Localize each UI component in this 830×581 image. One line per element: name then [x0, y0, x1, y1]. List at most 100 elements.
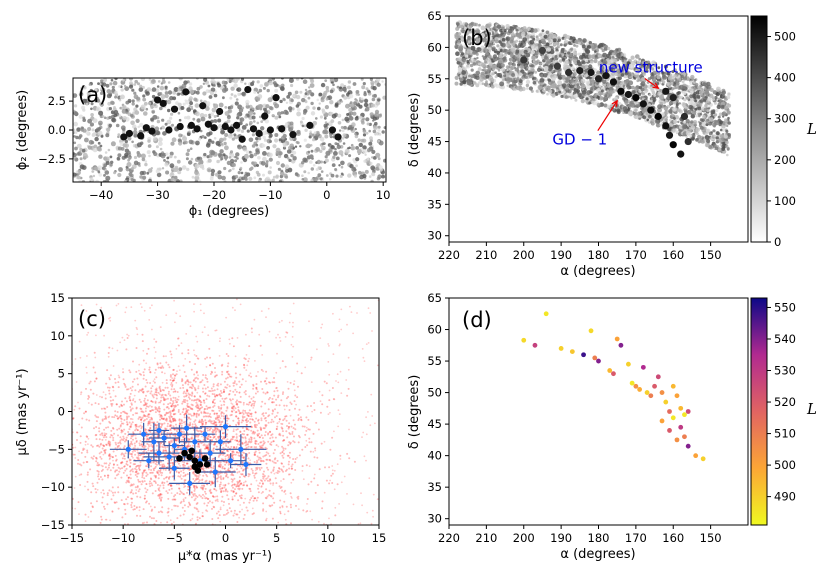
- panel-c-bg-point: [170, 388, 173, 391]
- panel-a-bg-point: [377, 98, 381, 102]
- panel-a-stream-point: [328, 126, 337, 134]
- panel-a-bg-point: [350, 103, 355, 108]
- panel-b-bg-point: [558, 90, 562, 94]
- panel-c-bg-point: [86, 451, 89, 454]
- panel-a-bg-point: [370, 165, 376, 171]
- panel-c-bg-point: [218, 483, 221, 486]
- panel-c-bg-point: [239, 386, 242, 389]
- panel-b-bg-point: [644, 90, 648, 94]
- panel-a-bg-point: [78, 179, 82, 182]
- panel-b-bg-point: [675, 104, 679, 107]
- panel-a-bg-point: [355, 164, 358, 168]
- panel-b-bg-point: [459, 77, 464, 82]
- panel-c-bg-point: [236, 480, 239, 483]
- panel-c-bg-point: [105, 432, 108, 435]
- panel-b-bg-point: [523, 43, 527, 47]
- panel-a-bg-point: [210, 87, 216, 93]
- panel-c-bg-point: [138, 488, 141, 491]
- panel-a-bg-point: [351, 167, 356, 172]
- panel-a-bg-point: [347, 80, 352, 84]
- panel-a-bg-point: [161, 79, 166, 84]
- panel-a-bg-point: [85, 102, 89, 106]
- panel-a-bg-point: [91, 166, 95, 170]
- panel-a-bg-point: [210, 78, 215, 81]
- panel-a-bg-point: [205, 143, 211, 148]
- panel-a-bg-point: [213, 137, 217, 140]
- panel-a-bg-point: [110, 141, 116, 147]
- panel-a-bg-point: [375, 152, 381, 158]
- panel-a-bg-point: [248, 150, 252, 154]
- panel-a-bg-point: [334, 102, 339, 107]
- panel-c-bg-point: [236, 403, 239, 406]
- panel-c-bg-point: [142, 374, 145, 377]
- panel-b-bg-point: [533, 76, 537, 80]
- panel-c-bg-point: [187, 485, 190, 488]
- panel-a-bg-point: [97, 147, 103, 152]
- panel-a-bg-point: [265, 162, 269, 166]
- panel-c-bg-point: [222, 436, 225, 439]
- panel-b-bg-point: [694, 99, 697, 103]
- panel-a-bg-point: [248, 176, 253, 181]
- panel-a-stream-point: [125, 129, 133, 138]
- panel-a-bg-point: [228, 78, 234, 81]
- panel-a-bg-point: [205, 89, 210, 94]
- panel-b-bg-point: [555, 48, 559, 53]
- panel-a-bg-point: [194, 175, 200, 181]
- panel-a-bg-point: [223, 141, 227, 146]
- panel-b-bg-point: [470, 74, 475, 79]
- panel-a-bg-point: [103, 116, 107, 120]
- panel-c-bg-point: [167, 497, 170, 500]
- panel-b-bg-point: [599, 102, 604, 107]
- panel-c-bg-point: [276, 411, 279, 414]
- panel-c-bg-point: [95, 377, 98, 380]
- panel-a-ylabel: ϕ₂ (degrees): [15, 90, 30, 170]
- panel-b-bg-point: [726, 124, 729, 128]
- panel-c-bg-point: [189, 423, 192, 426]
- panel-a-bg-point: [213, 93, 218, 98]
- panel-b-bg-point: [527, 32, 530, 35]
- panel-c-bg-point: [223, 437, 226, 440]
- panel-c-bg-point: [217, 465, 220, 468]
- panel-c-bg-point: [208, 347, 211, 350]
- panel-c-bg-point: [149, 426, 152, 429]
- panel-c-bg-point: [207, 420, 210, 423]
- panel-c-bg-point: [312, 432, 315, 435]
- panel-a-bg-point: [245, 102, 249, 106]
- panel-a-bg-point: [208, 115, 212, 119]
- panel-c-bg-point: [149, 382, 152, 384]
- panel-c-bg-point: [237, 484, 240, 487]
- panel-b-bg-point: [553, 41, 557, 45]
- panel-b-stream-point: [609, 78, 618, 86]
- panel-b-bg-point: [678, 84, 684, 90]
- panel-a-bg-point: [340, 160, 345, 166]
- panel-b-bg-point: [554, 60, 558, 63]
- panel-b-bg-point: [653, 64, 657, 68]
- panel-a-bg-point: [120, 125, 126, 131]
- panel-c-bg-point: [199, 421, 202, 424]
- panel-b-bg-point: [605, 69, 609, 73]
- panel-a-bg-point: [290, 126, 294, 130]
- panel-b-bg-point: [472, 81, 477, 85]
- panel-c-bg-point: [306, 444, 309, 447]
- panel-a-bg-point: [229, 158, 235, 164]
- panel-a-bg-point: [333, 151, 338, 156]
- panel-a-bg-point: [188, 130, 191, 133]
- panel-c-bg-point: [267, 440, 270, 443]
- panel-b-bg-point: [465, 30, 470, 35]
- panel-b-bg-point: [525, 52, 531, 58]
- panel-b-bg-point: [690, 74, 695, 80]
- panel-a-bg-point: [255, 140, 259, 143]
- panel-a-bg-point: [331, 163, 336, 168]
- panel-a-bg-point: [318, 92, 323, 97]
- panel-a-bg-point: [280, 135, 286, 141]
- panel-b-bg-point: [548, 38, 552, 43]
- panel-a-bg-point: [104, 170, 110, 175]
- panel-c-bg-point: [257, 418, 260, 421]
- panel-a-bg-point: [264, 81, 269, 87]
- panel-a-bg-point: [376, 82, 381, 87]
- panel-a-bg-point: [176, 159, 181, 164]
- panel-c-bg-point: [264, 446, 267, 449]
- panel-c-bg-point: [116, 411, 119, 413]
- panel-b-bg-point: [491, 46, 496, 51]
- panel-c-bg-point: [283, 439, 286, 442]
